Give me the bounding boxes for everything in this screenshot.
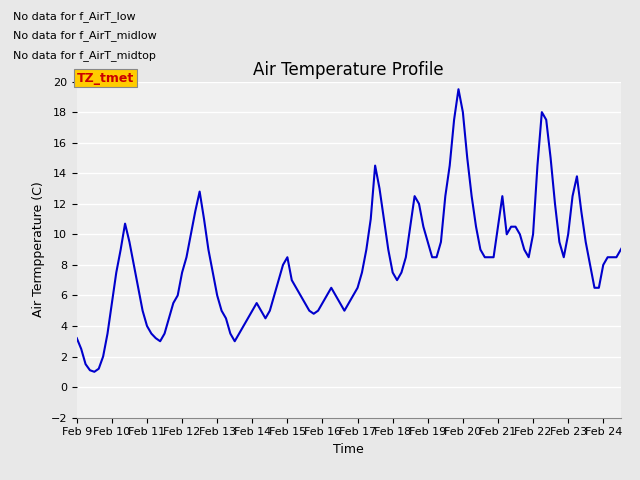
Text: TZ_tmet: TZ_tmet xyxy=(77,72,134,84)
X-axis label: Time: Time xyxy=(333,443,364,456)
Text: No data for f_AirT_low: No data for f_AirT_low xyxy=(13,11,136,22)
Y-axis label: Air Termpperature (C): Air Termpperature (C) xyxy=(32,182,45,317)
Text: No data for f_AirT_midlow: No data for f_AirT_midlow xyxy=(13,30,157,41)
Title: Air Temperature Profile: Air Temperature Profile xyxy=(253,60,444,79)
Text: No data for f_AirT_midtop: No data for f_AirT_midtop xyxy=(13,49,156,60)
